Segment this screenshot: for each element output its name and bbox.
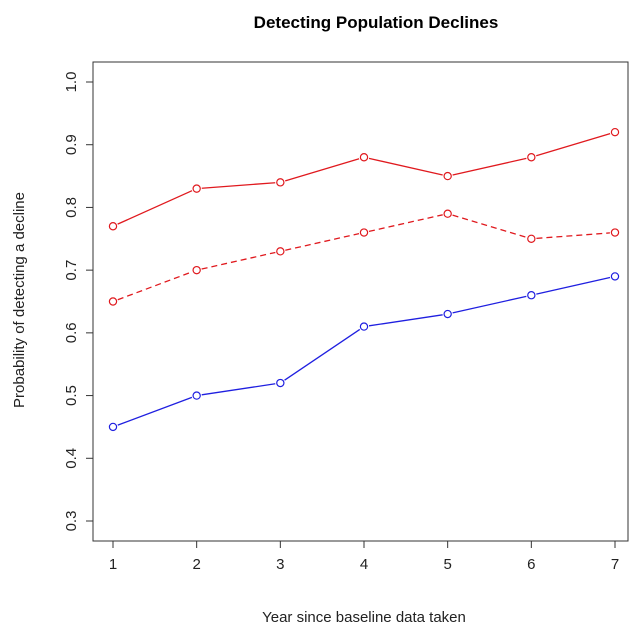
plot-frame (92, 61, 629, 542)
series-3 (108, 272, 620, 432)
x-tick-label: 7 (611, 556, 619, 573)
series-line-segment (284, 328, 361, 381)
series-line-segment (201, 251, 276, 270)
x-tick-label: 6 (527, 556, 535, 573)
data-point (192, 265, 201, 275)
data-point (443, 209, 452, 218)
series-line-segment (117, 271, 193, 301)
x-tick-label: 5 (443, 556, 451, 573)
data-point (527, 153, 536, 162)
data-point (443, 309, 452, 319)
y-tick-label: 1.0 (63, 72, 80, 93)
data-point (276, 247, 285, 256)
data-point (610, 127, 620, 137)
y-axis-label: Probability of detecting a decline (11, 192, 28, 408)
series-line-segment (117, 396, 193, 426)
series-line-segment (117, 190, 193, 225)
series-line-segment (536, 133, 611, 157)
data-point (192, 184, 201, 193)
y-tick-label: 0.5 (63, 385, 80, 406)
y-tick-label: 0.7 (63, 260, 80, 281)
data-point (108, 222, 118, 231)
data-point (108, 422, 118, 432)
series-line-segment (452, 157, 527, 176)
series-line-segment (201, 182, 276, 189)
series-line-segment (536, 232, 610, 240)
series-2 (108, 209, 620, 306)
data-point (359, 322, 369, 331)
series-line-segment (368, 314, 443, 327)
data-point (610, 272, 620, 281)
y-tick-label: 0.4 (63, 448, 80, 469)
series-line-segment (536, 276, 611, 295)
series-line-segment (452, 214, 527, 238)
y-tick-label: 0.3 (63, 511, 80, 532)
x-tick-label: 2 (192, 556, 200, 573)
data-point (527, 291, 536, 300)
data-point (443, 171, 452, 181)
series-line-segment (201, 383, 276, 396)
y-tick-label: 0.8 (63, 197, 80, 218)
data-point (276, 178, 285, 187)
data-point (192, 391, 201, 400)
x-tick-label: 4 (360, 556, 368, 573)
y-tick-label: 0.6 (63, 322, 80, 343)
series-line-segment (285, 158, 360, 182)
data-point (276, 378, 285, 388)
series-line-segment (452, 295, 527, 314)
y-tick-label: 0.9 (63, 134, 80, 155)
axes: 1 2 3 4 5 6 7 0.3 0.4 0.5 0.6 0.7 0.8 0.9 1.0 (63, 61, 629, 573)
x-tick-label: 3 (276, 556, 284, 573)
series-layer (108, 127, 620, 432)
data-point (610, 228, 620, 237)
series-1 (108, 127, 620, 231)
x-tick-label: 1 (109, 556, 117, 573)
series-line-segment (368, 214, 443, 233)
series-line-segment (285, 232, 360, 251)
data-point (359, 153, 369, 162)
data-point (108, 297, 118, 306)
data-point (359, 228, 369, 237)
x-axis-label: Year since baseline data taken (262, 609, 466, 626)
chart-title: Detecting Population Declines (254, 13, 499, 32)
data-point (527, 234, 536, 243)
series-line-segment (368, 157, 443, 176)
